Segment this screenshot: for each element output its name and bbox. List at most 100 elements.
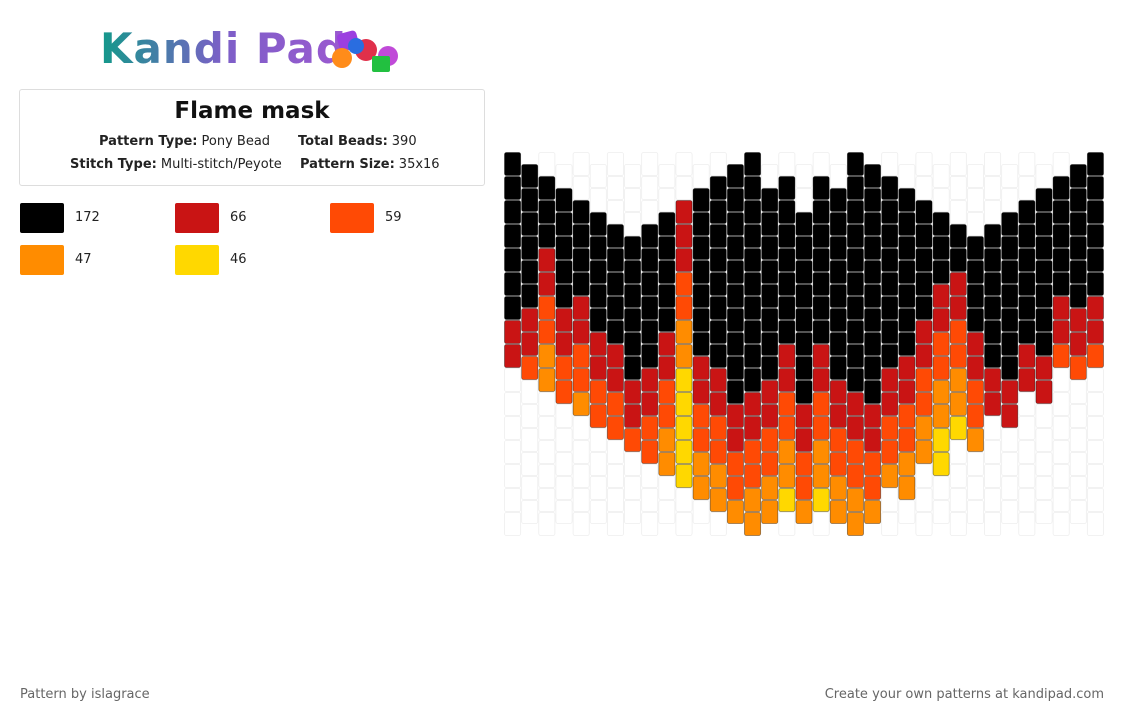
bead: [555, 500, 573, 524]
bead: [555, 284, 573, 308]
bead: [864, 476, 882, 500]
bead: [984, 416, 1002, 440]
bead: [829, 212, 847, 236]
bead: [846, 320, 864, 344]
bead: [1001, 452, 1019, 476]
bead: [744, 248, 762, 272]
bead: [606, 272, 624, 296]
bead: [1001, 308, 1019, 332]
bead: [864, 164, 882, 188]
bead: [692, 332, 710, 356]
bead: [966, 260, 984, 284]
logo[interactable]: Kandi Pad: [100, 24, 347, 73]
bead: [1035, 284, 1053, 308]
footer-credit: Pattern by islagrace: [20, 687, 150, 702]
bead: [1018, 320, 1036, 344]
bead: [1001, 236, 1019, 260]
bead: [606, 464, 624, 488]
bead: [932, 212, 950, 236]
bead: [778, 200, 796, 224]
bead: [1086, 440, 1104, 464]
bead: [589, 212, 607, 236]
bead: [658, 236, 676, 260]
bead: [589, 332, 607, 356]
bead: [829, 404, 847, 428]
bead: [881, 200, 899, 224]
bead: [829, 332, 847, 356]
bead: [966, 332, 984, 356]
bead: [984, 440, 1002, 464]
bead: [795, 404, 813, 428]
bead: [1001, 212, 1019, 236]
bead: [812, 344, 830, 368]
bead: [966, 284, 984, 308]
bead: [555, 260, 573, 284]
bead: [1052, 320, 1070, 344]
bead: [1035, 476, 1053, 500]
bead: [504, 344, 522, 368]
bead: [915, 176, 933, 200]
bead: [572, 152, 590, 176]
bead: [812, 200, 830, 224]
bead: [1001, 164, 1019, 188]
bead: [761, 164, 779, 188]
bead: [829, 236, 847, 260]
bead: [521, 476, 539, 500]
bead: [778, 224, 796, 248]
bead: [829, 308, 847, 332]
bead: [881, 368, 899, 392]
bead: [692, 356, 710, 380]
bead: [538, 200, 556, 224]
bead: [1052, 416, 1070, 440]
bead: [932, 308, 950, 332]
bead: [1018, 440, 1036, 464]
bead: [572, 200, 590, 224]
bead: [846, 176, 864, 200]
bead: [538, 176, 556, 200]
bead: [744, 272, 762, 296]
bead: [864, 380, 882, 404]
bead: [812, 512, 830, 536]
bead: [1069, 236, 1087, 260]
bead: [521, 500, 539, 524]
bead: [589, 308, 607, 332]
bead: [1052, 488, 1070, 512]
bead: [744, 296, 762, 320]
bead: [812, 272, 830, 296]
bead: [1052, 176, 1070, 200]
pattern-title: Flame mask: [174, 98, 330, 124]
bead: [949, 152, 967, 176]
bead: [915, 224, 933, 248]
bead: [624, 236, 642, 260]
bead: [538, 344, 556, 368]
bead: [932, 356, 950, 380]
bead: [589, 380, 607, 404]
bead: [675, 464, 693, 488]
bead: [761, 188, 779, 212]
bead: [572, 296, 590, 320]
bead: [1069, 284, 1087, 308]
bead: [1018, 488, 1036, 512]
bead: [984, 464, 1002, 488]
bead: [966, 500, 984, 524]
bead: [504, 464, 522, 488]
bead: [1069, 380, 1087, 404]
bead: [504, 152, 522, 176]
bead: [881, 248, 899, 272]
footer-link[interactable]: Create your own patterns at kandipad.com: [824, 687, 1104, 702]
bead: [778, 464, 796, 488]
field-label: Stitch Type:: [70, 157, 157, 172]
bead: [589, 404, 607, 428]
bead: [658, 404, 676, 428]
bead: [641, 488, 659, 512]
bead: [966, 428, 984, 452]
bead: [675, 344, 693, 368]
bead: [538, 368, 556, 392]
bead: [692, 164, 710, 188]
bead: [898, 356, 916, 380]
bead: [915, 248, 933, 272]
bead: [829, 476, 847, 500]
bead: [504, 416, 522, 440]
bead: [504, 440, 522, 464]
bead: [624, 212, 642, 236]
